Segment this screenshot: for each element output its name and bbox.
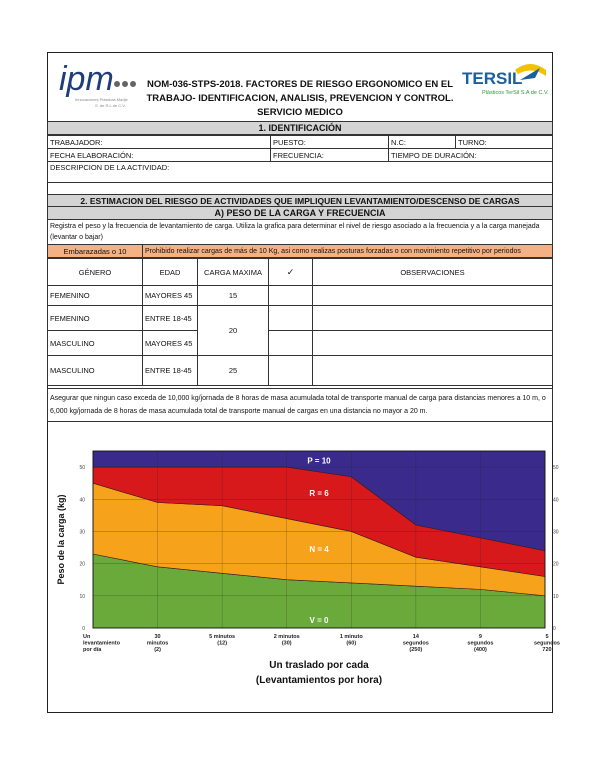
tersil-logo: TERSIL Plásticos TerSil S.A de C.V. — [460, 60, 550, 100]
row2-3-carga: 20 — [197, 305, 269, 356]
row2-edad: ENTRE 18-45 — [142, 305, 198, 331]
header-observaciones: OBSERVACIONES — [312, 258, 553, 286]
x-tick-label: 9 segundos (400) — [467, 634, 493, 653]
row3-check[interactable] — [268, 330, 313, 356]
y2-tick-label: 10 — [553, 594, 559, 600]
frecuencia-field[interactable]: FRECUENCIA: — [270, 148, 389, 162]
x-tick-label: Un levantamiento por día — [83, 634, 121, 653]
row4-carga: 25 — [197, 355, 269, 386]
pregnant-text: Prohibido realizar cargas de más de 10 K… — [142, 244, 553, 258]
row2-check[interactable] — [268, 305, 313, 331]
y-tick-label: 50 — [79, 465, 85, 471]
title-line-3: SERVICIO MEDICO — [257, 107, 343, 118]
y2-tick-label: 40 — [553, 497, 559, 503]
row1-edad: MAYORES 45 — [142, 285, 198, 306]
row2-genero: FEMENINO — [47, 305, 143, 331]
x-tick-label: 5 minutos (12) — [209, 634, 235, 647]
x-tick-label: 1 minuto (60) — [340, 634, 364, 647]
y2-tick-label: 20 — [553, 562, 559, 568]
header-edad: EDAD — [142, 258, 198, 286]
header-genero: GÉNERO — [47, 258, 143, 286]
y-tick-label: 30 — [79, 529, 85, 535]
row4-genero: MASCULINO — [47, 355, 143, 386]
x-tick-label: 14 segundos (250) — [403, 634, 429, 653]
x-tick-label: 30 minutos (2) — [147, 634, 168, 653]
instructions-text: Registra el peso y la frecuencia de leva… — [47, 219, 553, 245]
puesto-field[interactable]: PUESTO: — [270, 135, 389, 149]
svg-text:Innovaciones Plásticas Madje: Innovaciones Plásticas Madje — [75, 97, 128, 102]
row3-genero: MASCULINO — [47, 330, 143, 356]
y2-tick-label: 50 — [553, 465, 559, 471]
pregnant-label: Embarazadas o 10 — [47, 244, 143, 258]
x-axis-label-2: (Levantamientos por hora) — [256, 675, 382, 686]
row4-edad: ENTRE 18-45 — [142, 355, 198, 386]
area-label: V = 0 — [310, 616, 329, 625]
area-label: R = 6 — [309, 489, 329, 498]
y2-tick-label: 30 — [553, 529, 559, 535]
row3-edad: MAYORES 45 — [142, 330, 198, 356]
y-tick-label: 40 — [79, 497, 85, 503]
row4-observaciones[interactable] — [312, 355, 553, 386]
x-tick-label: 5 segundos 720 — [534, 634, 560, 653]
y2-tick-label: 0 — [553, 626, 556, 632]
section2-subtitle: A) PESO DE LA CARGA Y FRECUENCIA — [47, 206, 553, 220]
row3-observaciones[interactable] — [312, 330, 553, 356]
row4-check[interactable] — [268, 355, 313, 386]
y-tick-label: 10 — [79, 594, 85, 600]
svg-text:S. de R.L de C.V.: S. de R.L de C.V. — [95, 103, 126, 108]
nc-field[interactable]: N.C: — [388, 135, 456, 149]
row1-observaciones[interactable] — [312, 285, 553, 306]
ipm-logo-text: ipm — [59, 60, 114, 98]
section1-title: 1. IDENTIFICACIÓN — [47, 121, 553, 135]
row1-carga: 15 — [197, 285, 269, 306]
tersil-logo-text: TERSIL — [462, 69, 522, 88]
document-title: NOM-036-STPS-2018. FACTORES DE RIESGO ER… — [140, 78, 460, 120]
y-tick-label: 0 — [82, 626, 85, 632]
trabajador-field[interactable]: TRABAJADOR: — [47, 135, 271, 149]
area-label: P = 10 — [307, 457, 331, 466]
turno-field[interactable]: TURNO: — [455, 135, 553, 149]
x-tick-label: 2 minutos (30) — [274, 634, 300, 647]
risk-chart: V = 0 N = 4 R = 6 P = 10 0 0 10 10 20 20 30 30 40 40 5… — [56, 450, 560, 686]
title-line-1: NOM-036-STPS-2018. FACTORES DE RIESGO ER… — [147, 79, 453, 90]
row1-check[interactable] — [268, 285, 313, 306]
fecha-field[interactable]: FECHA ELABORACIÓN: — [47, 148, 271, 162]
row1-genero: FEMENINO — [47, 285, 143, 306]
y-axis-label: Peso de la carga (kg) — [56, 494, 66, 584]
plot-border — [92, 450, 546, 629]
descripcion-field[interactable]: DESCRIPCION DE LA ACTIVIDAD: — [47, 161, 553, 183]
tersil-logo-sub: Plásticos TerSil S.A de C.V. — [482, 90, 549, 96]
header-check: ✓ — [268, 258, 313, 286]
x-axis-label: Un traslado por cada — [269, 660, 369, 671]
note-text: Asegurar que ningun caso exceda de 10,00… — [47, 388, 553, 422]
row2-observaciones[interactable] — [312, 305, 553, 331]
header-carga: CARGA MAXIMA — [197, 258, 269, 286]
title-line-2: TRABAJO- IDENTIFICACION, ANALISIS, PREVE… — [146, 93, 454, 104]
ipm-logo: ipm Innovaciones Plásticas Madje S. de R.L… — [55, 56, 145, 114]
y-tick-label: 20 — [79, 562, 85, 568]
tiempo-field[interactable]: TIEMPO DE DURACIÓN: — [388, 148, 553, 162]
area-label: N = 4 — [309, 545, 329, 554]
